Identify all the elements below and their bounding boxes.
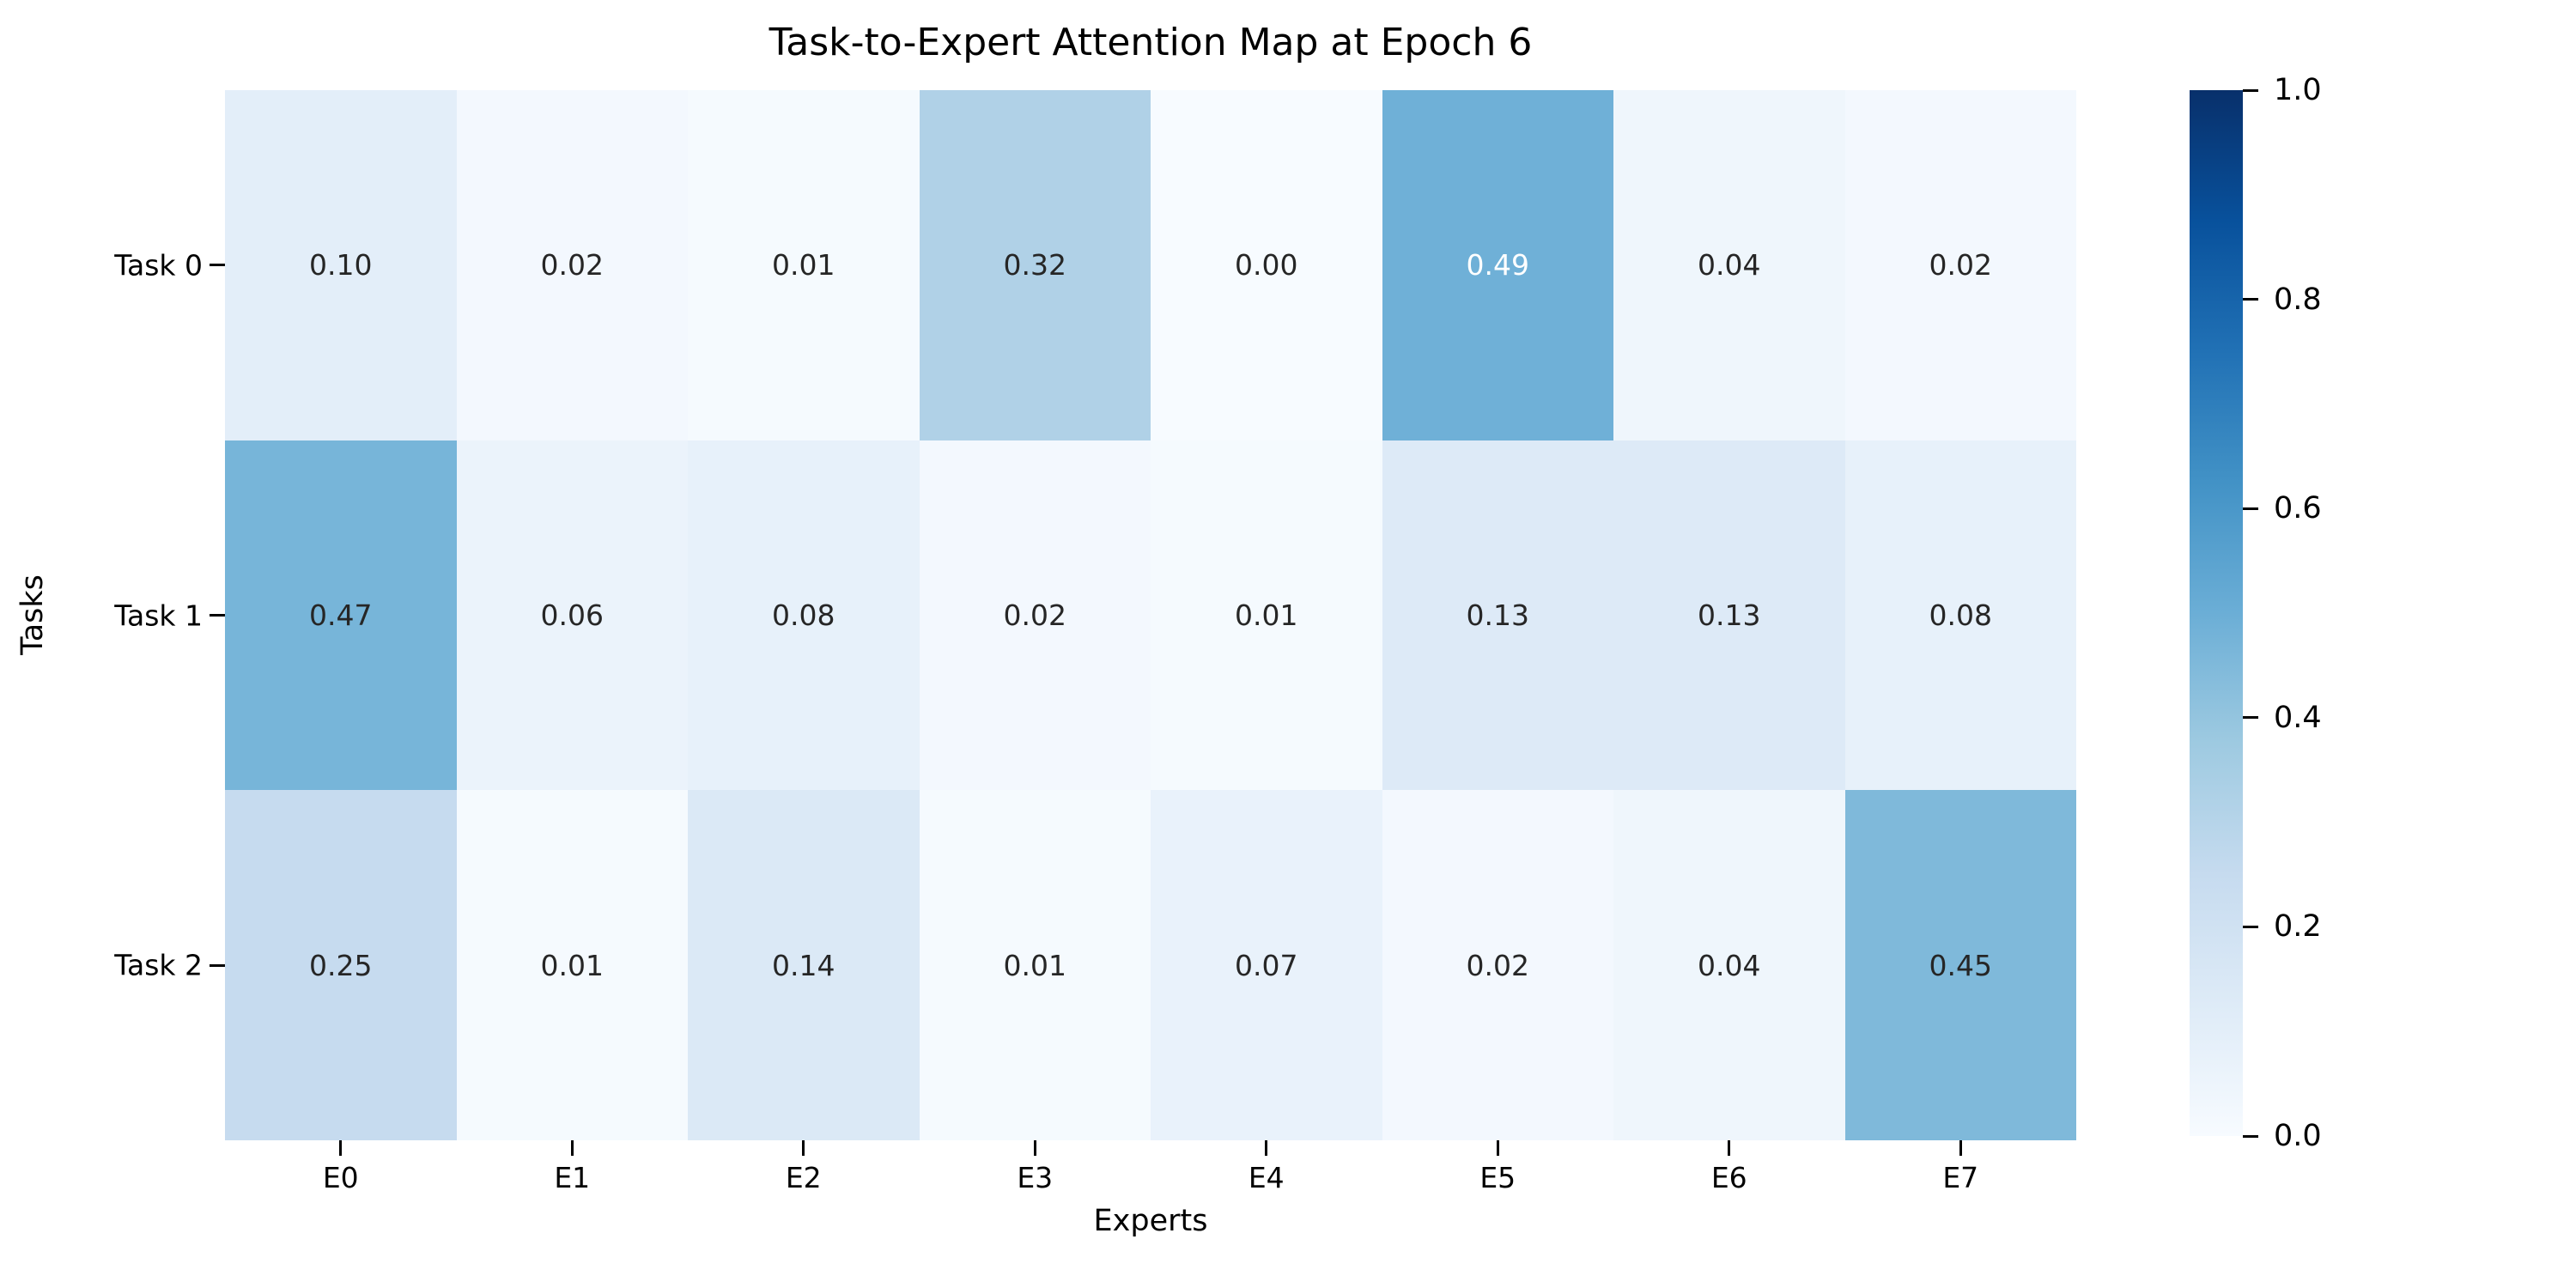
- chart-title: Task-to-Expert Attention Map at Epoch 6: [769, 21, 1533, 64]
- heatmap-cell: 0.10: [225, 90, 457, 440]
- cell-value: 0.47: [309, 598, 373, 632]
- y-tick-mark: [210, 963, 225, 967]
- cell-value: 0.02: [540, 248, 604, 283]
- x-axis-label: Experts: [1093, 1204, 1208, 1238]
- x-tick-mark: [570, 1140, 574, 1156]
- x-tick-mark: [339, 1140, 343, 1156]
- heatmap-cell: 0.00: [1151, 90, 1382, 440]
- colorbar-tick-label: 0.4: [2274, 700, 2322, 735]
- heatmap-cell: 0.13: [1613, 440, 1845, 791]
- x-tick-mark: [1033, 1140, 1036, 1156]
- heatmap-cell: 0.01: [1151, 440, 1382, 791]
- x-tick-mark: [1728, 1140, 1731, 1156]
- heatmap-cell: 0.04: [1613, 790, 1845, 1140]
- heatmap-cell: 0.01: [456, 790, 688, 1140]
- heatmap-cell: 0.02: [1844, 90, 2076, 440]
- x-tick-label: E0: [322, 1161, 359, 1194]
- cell-value: 0.13: [1466, 598, 1529, 632]
- cell-value: 0.04: [1698, 948, 1761, 982]
- y-tick-mark: [210, 614, 225, 617]
- x-tick-label: E1: [554, 1161, 591, 1194]
- y-tick-mark: [210, 264, 225, 267]
- heatmap-cell: 0.01: [919, 790, 1151, 1140]
- heatmap-cell: 0.47: [225, 440, 457, 791]
- x-tick-label: E6: [1710, 1161, 1747, 1194]
- heatmap-cell: 0.45: [1844, 790, 2076, 1140]
- heatmap-cell: 0.02: [1382, 790, 1613, 1140]
- colorbar-tick-label: 0.8: [2274, 282, 2322, 317]
- cell-value: 0.01: [1235, 598, 1298, 632]
- cell-value: 0.25: [309, 948, 373, 982]
- heatmap-cell: 0.08: [1844, 440, 2076, 791]
- heatmap-cell: 0.01: [688, 90, 920, 440]
- cell-value: 0.08: [772, 598, 835, 632]
- heatmap-cell: 0.02: [456, 90, 688, 440]
- colorbar-tick-mark: [2243, 88, 2258, 92]
- heatmap-cell: 0.32: [919, 90, 1151, 440]
- y-tick-label: Task 2: [114, 948, 203, 982]
- colorbar-tick-label: 0.0: [2274, 1119, 2322, 1153]
- cell-value: 0.07: [1235, 948, 1298, 982]
- cell-value: 0.13: [1698, 598, 1761, 632]
- x-tick-label: E4: [1248, 1161, 1285, 1194]
- heatmap-cell: 0.14: [688, 790, 920, 1140]
- heatmap-cell: 0.08: [688, 440, 920, 791]
- heatmap-cell: 0.49: [1382, 90, 1613, 440]
- x-tick-mark: [1265, 1140, 1268, 1156]
- cell-value: 0.04: [1698, 248, 1761, 283]
- colorbar-gradient: [2190, 90, 2243, 1136]
- x-tick-mark: [1496, 1140, 1499, 1156]
- cell-value: 0.10: [309, 248, 373, 283]
- colorbar-tick-label: 0.2: [2274, 909, 2322, 945]
- cell-value: 0.49: [1466, 248, 1529, 283]
- x-tick-label: E2: [785, 1161, 822, 1194]
- colorbar-tick-mark: [2243, 1134, 2258, 1138]
- cell-value: 0.01: [1003, 948, 1066, 982]
- cell-value: 0.06: [540, 598, 604, 632]
- x-tick-mark: [802, 1140, 805, 1156]
- colorbar-tick-mark: [2243, 298, 2258, 301]
- cell-value: 0.00: [1235, 248, 1298, 283]
- cell-value: 0.02: [1003, 598, 1066, 632]
- cell-value: 0.32: [1003, 248, 1066, 283]
- heatmap-cell: 0.02: [919, 440, 1151, 791]
- x-tick-label: E3: [1017, 1161, 1054, 1194]
- colorbar-tick-mark: [2243, 716, 2258, 720]
- colorbar-tick-mark: [2243, 507, 2258, 510]
- y-tick-label: Task 1: [114, 598, 203, 632]
- y-axis-label: Tasks: [15, 574, 50, 655]
- heatmap-cell: 0.04: [1613, 90, 1845, 440]
- cell-value: 0.01: [772, 248, 835, 283]
- x-tick-label: E7: [1942, 1161, 1979, 1194]
- heatmap-grid: 0.10 0.02 0.01 0.32 0.00 0.49 0.04 0.02 0.47 0.06…: [225, 90, 2076, 1140]
- colorbar-tick-label: 0.6: [2274, 491, 2322, 526]
- y-tick-label: Task 0: [114, 248, 203, 283]
- cell-value: 0.45: [1929, 948, 1992, 982]
- x-tick-label: E5: [1479, 1161, 1516, 1194]
- heatmap-cell: 0.25: [225, 790, 457, 1140]
- heatmap-cell: 0.07: [1151, 790, 1382, 1140]
- cell-value: 0.02: [1929, 248, 1992, 283]
- heatmap-cell: 0.06: [456, 440, 688, 791]
- heatmap-cell: 0.13: [1382, 440, 1613, 791]
- cell-value: 0.14: [772, 948, 835, 982]
- colorbar-tick-mark: [2243, 925, 2258, 928]
- cell-value: 0.02: [1466, 948, 1529, 982]
- colorbar-tick-label: 1.0: [2274, 73, 2322, 107]
- x-tick-mark: [1959, 1140, 1962, 1156]
- cell-value: 0.08: [1929, 598, 1992, 632]
- cell-value: 0.01: [540, 948, 604, 982]
